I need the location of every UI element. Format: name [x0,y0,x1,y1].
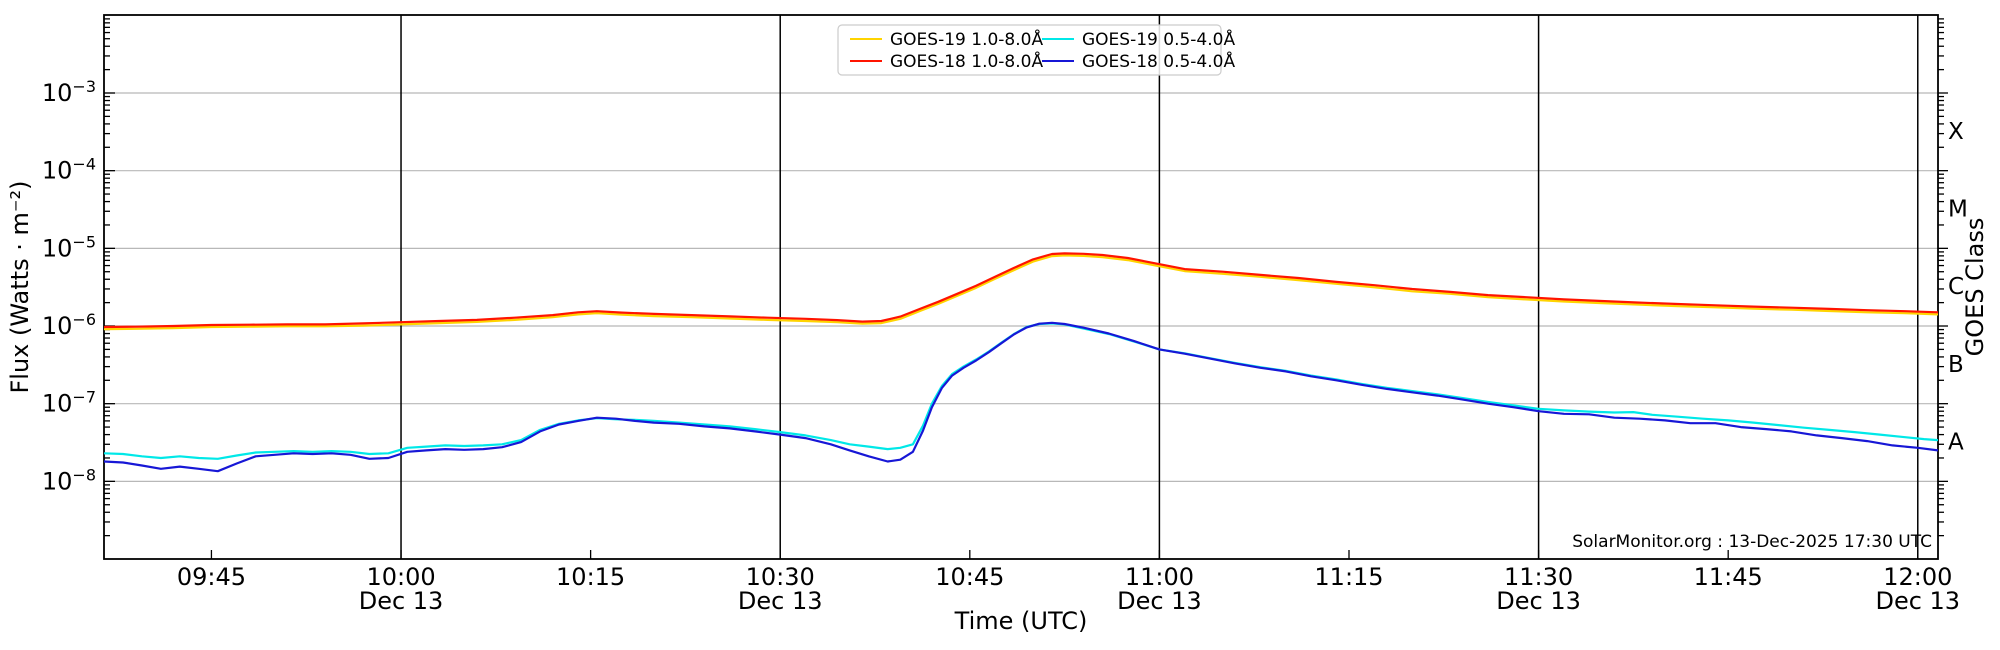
y-tick-label: 10−3 [42,77,96,107]
legend-label: GOES-19 0.5-4.0Å [1082,28,1235,50]
legend-label: GOES-18 1.0-8.0Å [890,50,1043,72]
flux-curve-goes-18-0-5-4-0- [104,321,1938,473]
flux-curve-goes-19-0-5-4-0- [104,322,1938,460]
y-ticks [104,18,1948,537]
x-tick-label: 11:45 [1694,563,1763,591]
x-tick-label: 12:00 [1883,563,1952,591]
y-tick-label: 10−6 [42,310,96,340]
x-tick-date-label: Dec 13 [1496,587,1581,615]
y-axis-title-right: GOES Class [1961,217,1989,357]
flux-curve-goes-19-1-0-8-0- [104,254,1938,331]
legend-label: GOES-18 0.5-4.0Å [1082,50,1235,72]
x-tick-label: 10:15 [556,563,625,591]
x-tick-date-label: Dec 13 [1117,587,1202,615]
x-tick-date-label: Dec 13 [1875,587,1960,615]
x-tick-label: 10:30 [746,563,815,591]
x-tick-label: 09:45 [177,563,246,591]
goes-class-label: M [1948,197,1968,223]
legend-label: GOES-19 1.0-8.0Å [890,28,1043,50]
legend-item: GOES-19 1.0-8.0Å [850,28,1043,50]
x-tick-label: 11:15 [1314,563,1383,591]
flux-curve-goes-18-1-0-8-0- [104,252,1938,329]
legend-item: GOES-18 1.0-8.0Å [850,50,1043,72]
y-tick-label: 10−4 [42,155,96,185]
solarmonitor-timestamp: SolarMonitor.org : 13-Dec-2025 17:30 UTC [1572,532,1932,552]
x-tick-label: 10:00 [366,563,435,591]
x-tick-date-label: Dec 13 [359,587,444,615]
goes-class-label: C [1948,274,1964,300]
y-tick-label: 10−8 [42,465,96,495]
goes-class-label: X [1948,119,1964,145]
x-axis-title: Time (UTC) [954,607,1088,635]
goes-class-label: A [1948,430,1964,456]
x-ticks [210,550,1919,559]
x-tick-label: 11:00 [1125,563,1194,591]
y-tick-label: 10−5 [42,232,96,262]
plot-border [103,14,1939,560]
legend-box [837,24,1222,76]
legend-item: GOES-19 0.5-4.0Å [1042,28,1235,50]
legend-item: GOES-18 0.5-4.0Å [1042,50,1235,72]
flux-curves [104,252,1938,473]
x-tick-label: 11:30 [1504,563,1573,591]
y-axis-title-left: Flux (Watts · m⁻²) [6,180,34,394]
goes-class-label: B [1948,352,1964,378]
x-tick-label: 10:45 [935,563,1004,591]
x-tick-date-label: Dec 13 [738,587,823,615]
y-tick-label: 10−7 [42,388,96,418]
